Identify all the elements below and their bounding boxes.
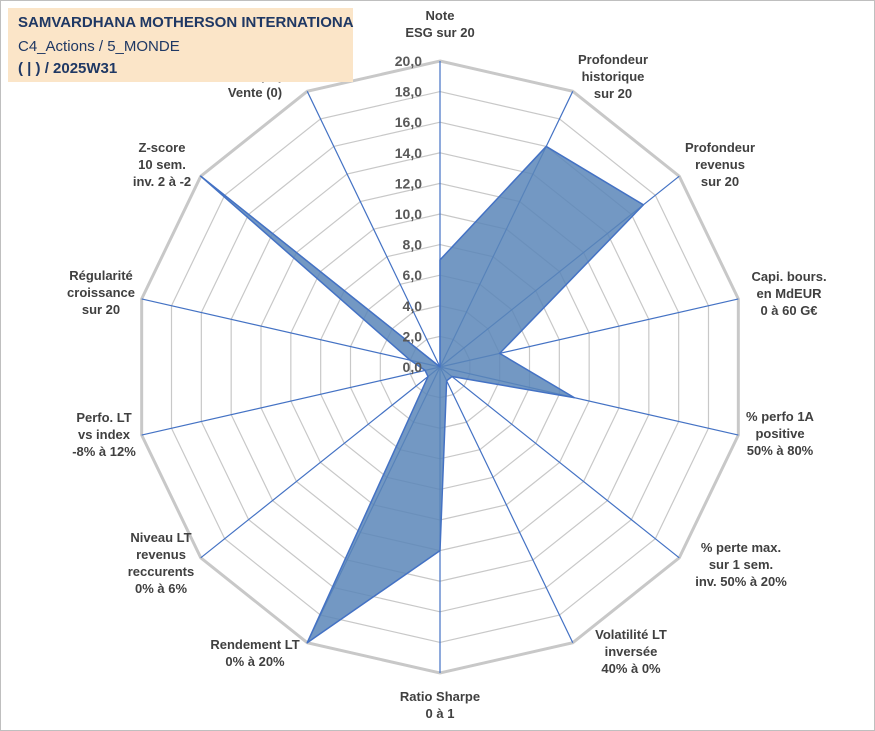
tick-label: 0,0 <box>403 359 423 375</box>
axis-label: Capi. bours. en MdEUR 0 à 60 G€ <box>751 269 826 318</box>
axis-spoke <box>200 366 441 559</box>
chart-title-company: SAMVARDHANA MOTHERSON INTERNATIONA <box>18 14 354 31</box>
tick-label: 4,0 <box>403 298 423 314</box>
axis-label: Z-score 10 sem. inv. 2 à -2 <box>133 140 191 189</box>
axis-label: % perfo 1A positive 50% à 80% <box>746 409 815 458</box>
tick-label: 14,0 <box>395 145 422 161</box>
axis-spoke <box>306 91 441 368</box>
chart-title-box: SAMVARDHANA MOTHERSON INTERNATIONA C4_Ac… <box>8 8 354 82</box>
tick-label: 6,0 <box>403 267 423 283</box>
chart-title-category: C4_Actions / 5_MONDE <box>18 38 180 55</box>
axis-label: Volatilité LT inversée 40% à 0% <box>595 627 667 676</box>
axis-label: % perte max. sur 1 sem. inv. 50% à 20% <box>695 540 787 589</box>
axis-label: Rendement LT 0% à 20% <box>210 637 299 669</box>
tick-label: 10,0 <box>395 206 422 222</box>
tick-label: 12,0 <box>395 175 422 191</box>
axis-label: Note ESG sur 20 <box>405 8 474 40</box>
tick-label: 20,0 <box>395 53 422 69</box>
axis-spoke <box>439 366 680 559</box>
radar-tick-labels: 0,0 2,0 4,0 6,0 8,0 10,0 12,0 14,0 16,0 18,0 20,0 <box>395 53 422 375</box>
tick-label: 2,0 <box>403 328 423 344</box>
axis-label: Régularité croissance sur 20 <box>67 268 135 317</box>
radar-axis-labels: Note ESG sur 20 Profondeur historique sur 20… <box>67 8 827 721</box>
chart-title-period: ( | ) / 2025W31 <box>18 60 118 77</box>
axis-label: Profondeur historique sur 20 <box>578 52 648 101</box>
radar-series-layer <box>200 145 645 644</box>
axis-label: Perfo. LT vs index -8% à 12% <box>72 410 136 459</box>
axis-label: Niveau LT revenus reccurents 0% à 6% <box>128 530 194 596</box>
axis-spoke <box>141 366 441 436</box>
tick-label: 18,0 <box>395 84 422 100</box>
axis-label: Profondeur revenus sur 20 <box>685 140 755 189</box>
tick-label: 8,0 <box>403 237 423 253</box>
axis-label: Ratio Sharpe 0 à 1 <box>400 689 480 721</box>
series-area <box>200 145 645 644</box>
axis-spoke <box>141 298 441 368</box>
tick-label: 16,0 <box>395 114 422 130</box>
axis-spoke <box>439 366 574 643</box>
